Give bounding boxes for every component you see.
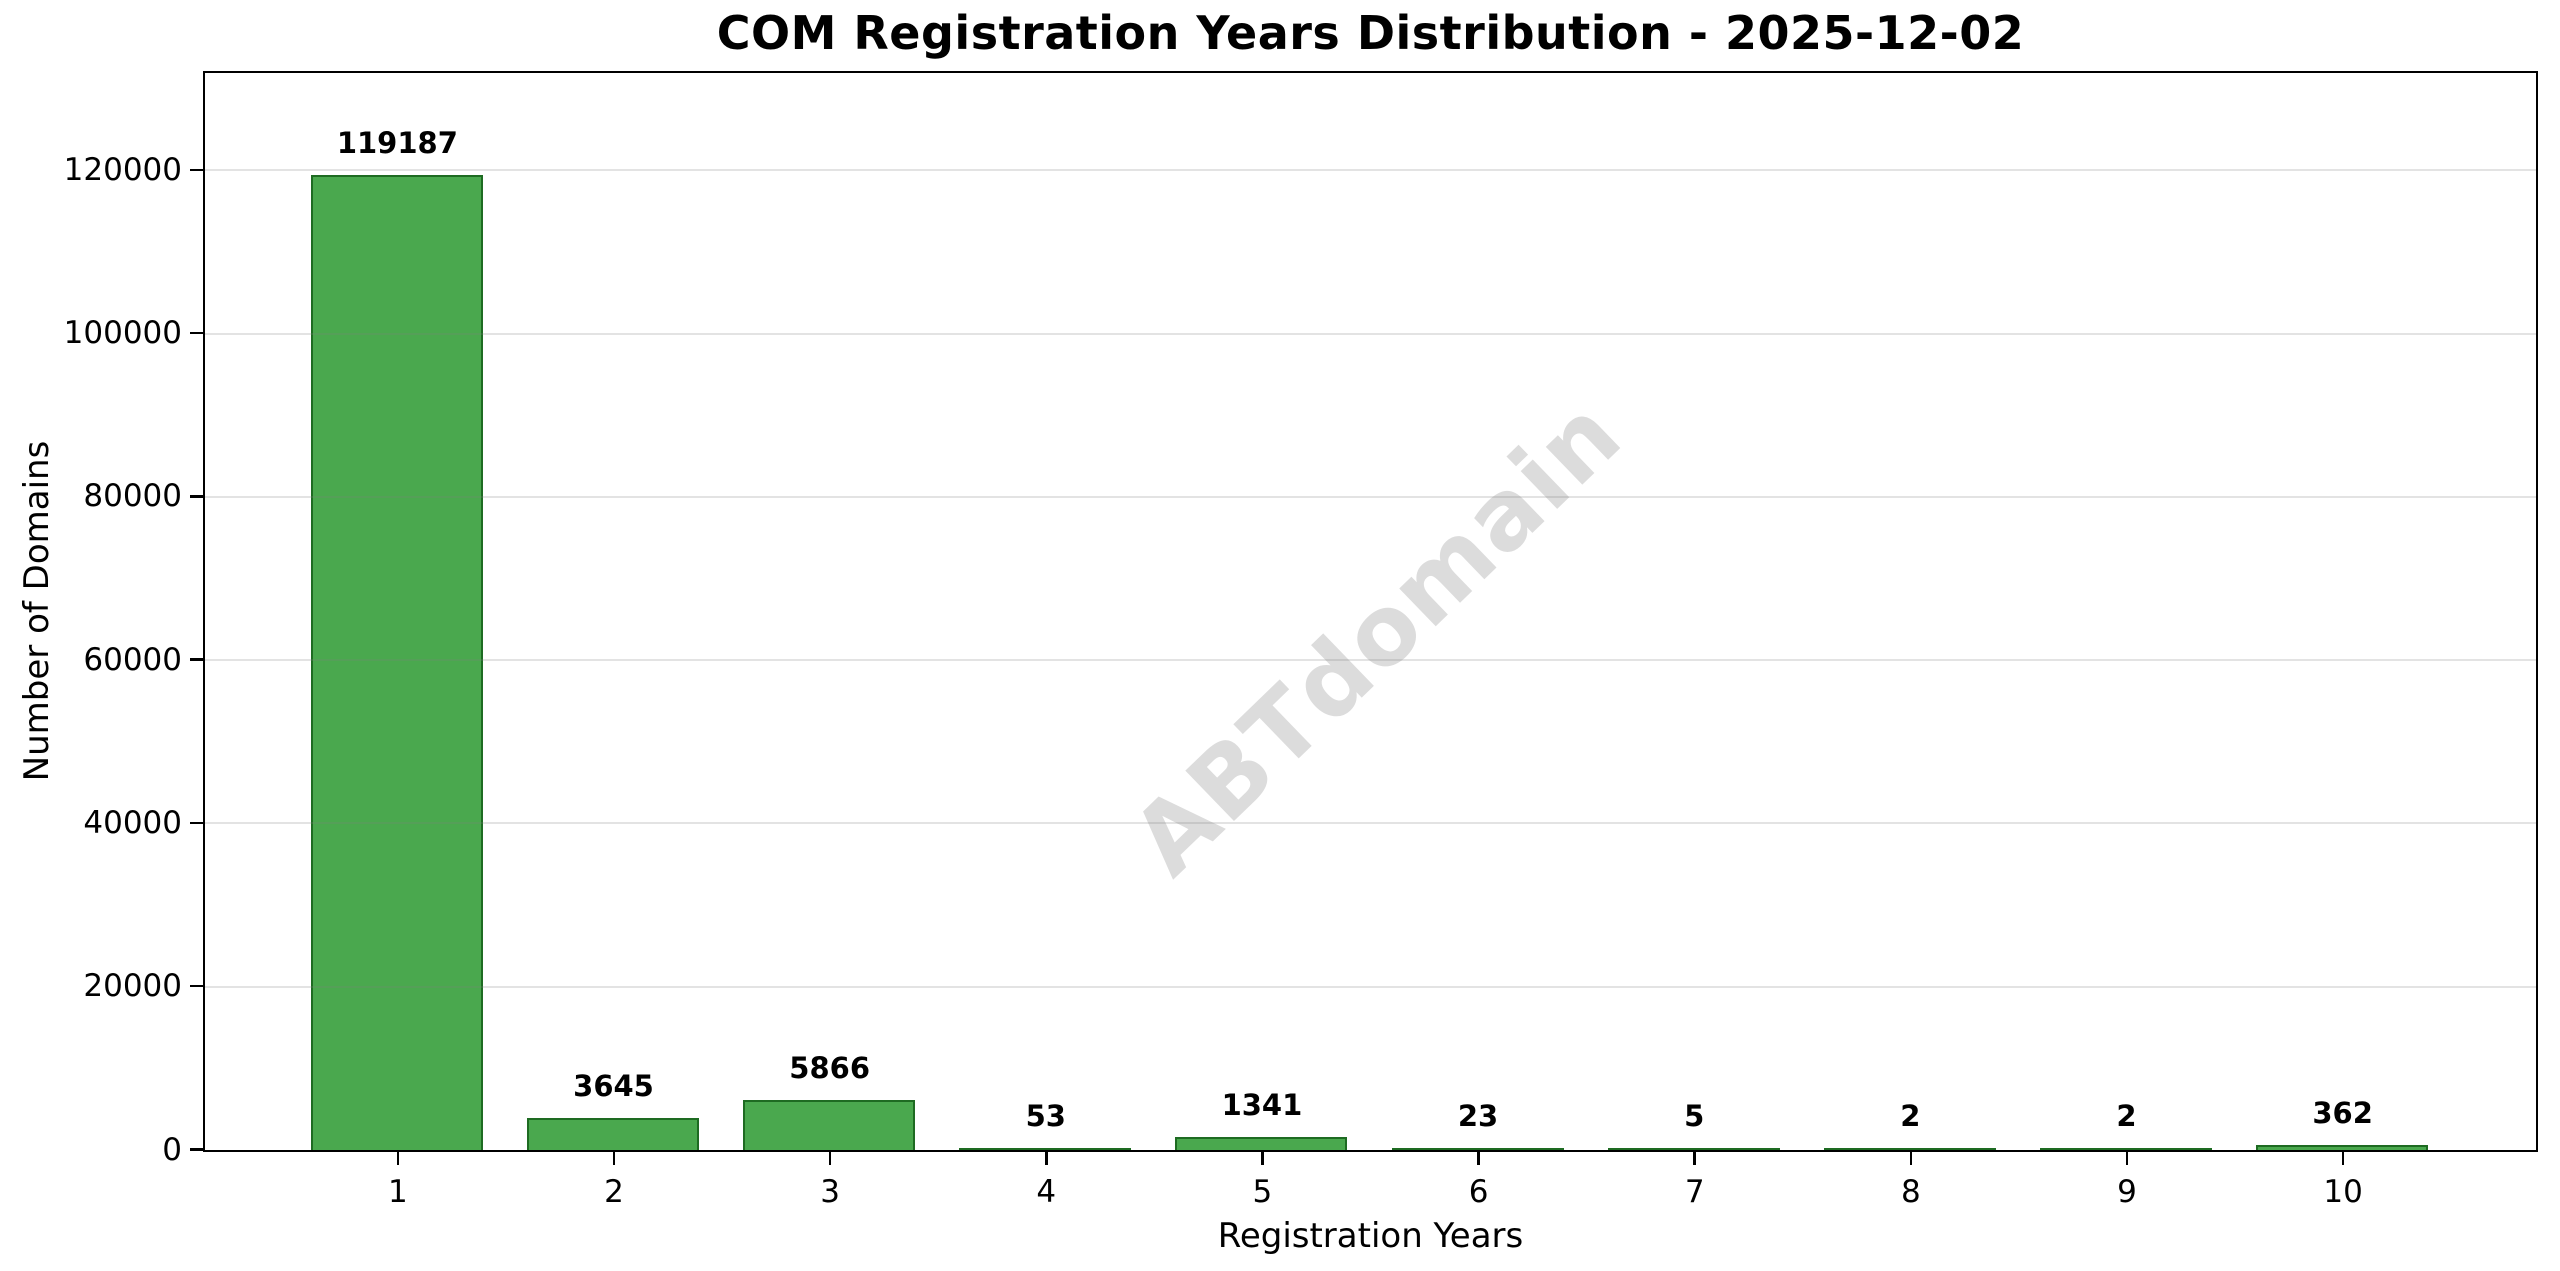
y-tick-mark (190, 821, 203, 825)
x-tick-mark (1045, 1152, 1048, 1165)
x-tick-label: 2 (604, 1174, 624, 1210)
x-tick-mark (612, 1152, 616, 1165)
bar-value-label: 362 (2312, 1096, 2373, 1131)
y-tick-label: 60000 (83, 641, 182, 678)
x-tick-mark (1477, 1152, 1480, 1165)
y-tick-label: 120000 (63, 151, 182, 188)
y-tick-mark (190, 331, 203, 335)
plot-area: ABTdomain 119187 3645 5866 53 1341 23 5 2 2 362 (203, 71, 2538, 1152)
x-tick-mark (396, 1152, 400, 1165)
bar-value-label: 5 (1684, 1098, 1705, 1133)
bar-value-label: 119187 (336, 125, 458, 160)
bar (310, 174, 483, 1150)
bar (1823, 1147, 1996, 1150)
y-gridline (205, 659, 2536, 662)
x-axis-label: Registration Years (1217, 1216, 1524, 1256)
y-tick-label: 80000 (83, 478, 182, 515)
x-tick-label: 8 (1900, 1174, 1921, 1210)
x-tick-label: 7 (1684, 1174, 1705, 1210)
bar-value-label: 5866 (789, 1051, 870, 1086)
x-tick-mark (1909, 1152, 1913, 1165)
y-tick-mark (190, 1148, 203, 1151)
y-gridline (205, 495, 2536, 498)
x-tick-label: 5 (1252, 1174, 1273, 1210)
y-axis-label: Number of Domains (17, 440, 57, 782)
bar (2256, 1145, 2429, 1150)
y-tick-label: 20000 (83, 968, 182, 1005)
x-tick-mark (1261, 1152, 1264, 1165)
y-gridline (205, 332, 2536, 335)
y-gridline (205, 822, 2536, 825)
bar-value-label: 2 (1900, 1098, 1921, 1133)
bar (959, 1147, 1132, 1150)
x-tick-mark (2125, 1152, 2129, 1165)
x-tick-label: 6 (1468, 1174, 1489, 1210)
bar-value-label: 3645 (573, 1069, 654, 1104)
y-tick-mark (190, 658, 203, 661)
bar (2040, 1147, 2212, 1150)
bar-value-label: 53 (1025, 1098, 1066, 1133)
bar-value-label: 2 (2116, 1098, 2137, 1133)
x-tick-mark (2341, 1152, 2345, 1165)
y-tick-mark (190, 984, 203, 988)
x-tick-label: 3 (820, 1174, 841, 1210)
bar (1391, 1147, 1564, 1150)
x-tick-mark (1693, 1152, 1696, 1165)
x-tick-mark (828, 1152, 832, 1165)
bar (1175, 1137, 1348, 1150)
y-tick-label: 100000 (63, 315, 182, 352)
bar (1607, 1147, 1780, 1150)
y-gridline (205, 169, 2536, 172)
chart-title: COM Registration Years Distribution - 20… (716, 6, 2025, 60)
x-tick-label: 9 (2117, 1174, 2137, 1210)
y-gridline (205, 985, 2536, 988)
y-tick-mark (190, 168, 203, 172)
y-tick-label: 40000 (83, 804, 182, 841)
watermark-text: ABTdomain (1110, 377, 1644, 897)
y-tick-label: 0 (162, 1131, 182, 1168)
bar (743, 1100, 916, 1150)
bar (527, 1118, 699, 1150)
bar-value-label: 1341 (1221, 1088, 1303, 1123)
x-tick-label: 10 (2323, 1174, 2363, 1210)
y-tick-mark (190, 495, 203, 498)
bar-value-label: 23 (1457, 1098, 1499, 1133)
x-tick-label: 4 (1036, 1174, 1057, 1210)
x-tick-label: 1 (387, 1174, 408, 1210)
